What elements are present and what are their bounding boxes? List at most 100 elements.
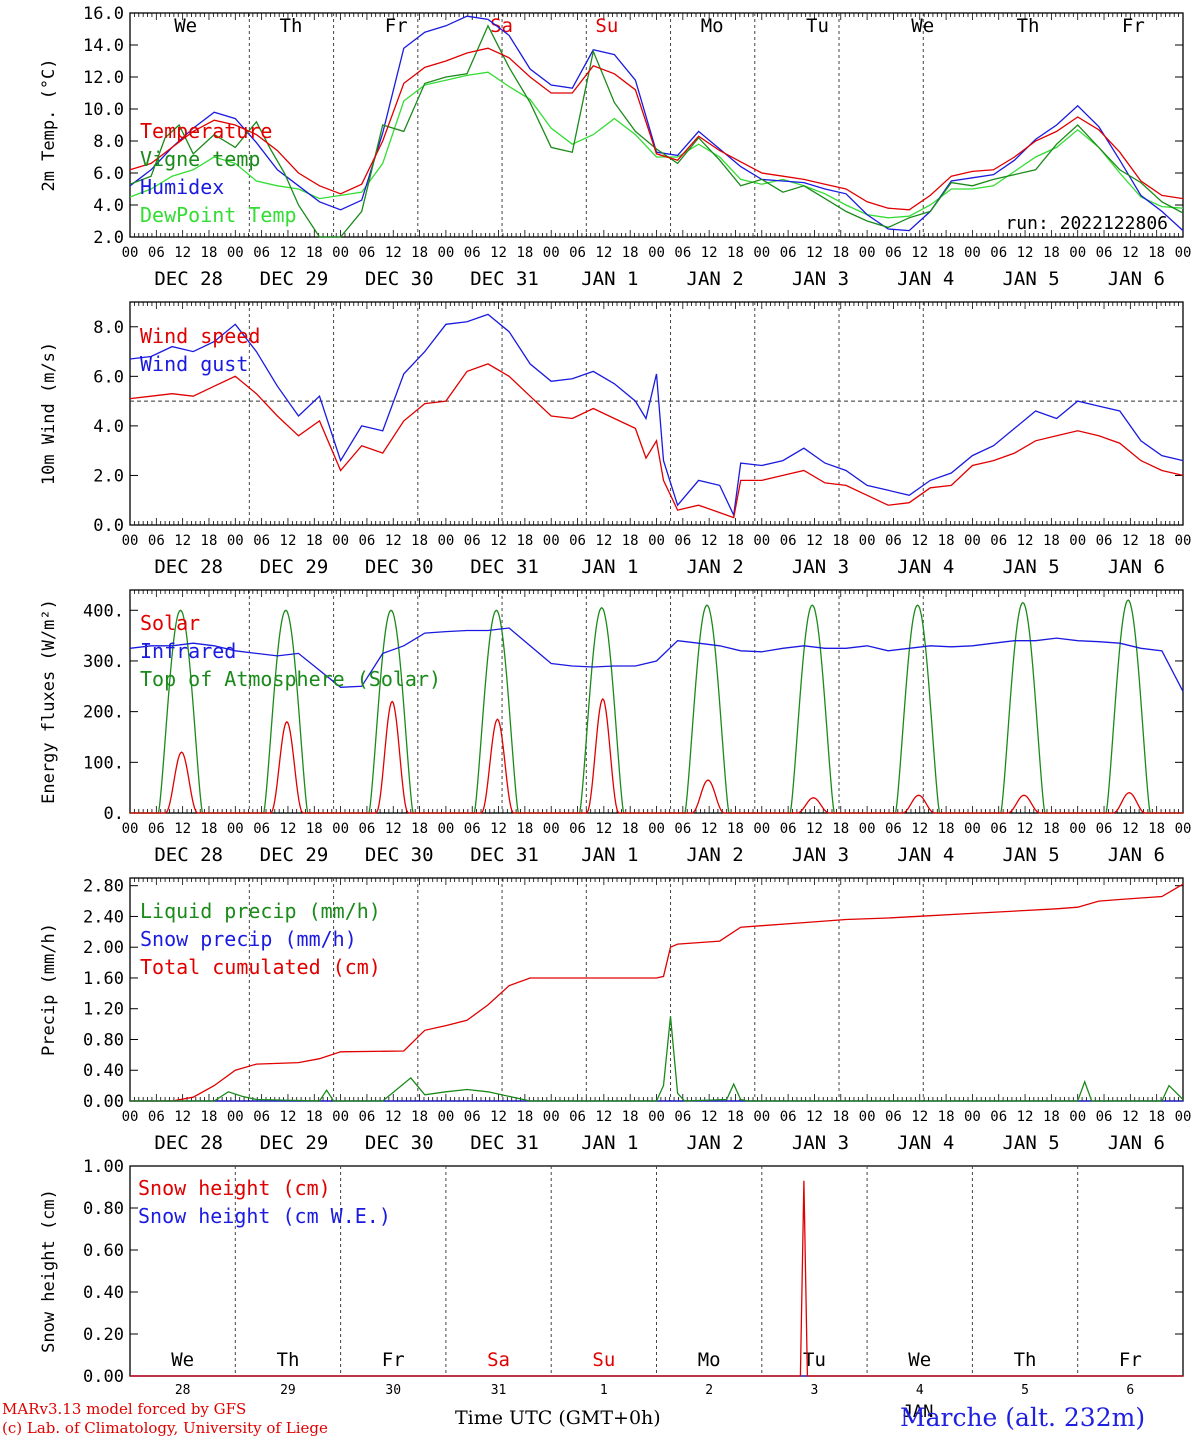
x-hour-label: 00 [122,1109,139,1125]
y-tick-label: 12.0 [83,68,124,88]
series-line-wind-speed [129,363,1184,519]
y-axis-label: 2m Temp. (°C) [39,58,59,191]
legend-entry: Top of Atmosphere (Solar) [140,667,441,691]
weekday-label: We [174,15,197,37]
x-hour-label: 18 [411,1109,428,1125]
weekday-label: Mo [701,15,724,37]
y-tick-label: 0.00 [83,1092,124,1112]
x-date-label: JAN 6 [1108,556,1165,578]
x-hour-label: 06 [464,821,481,837]
x-hour-label: 18 [411,533,428,549]
x-hour-label: 18 [306,821,323,837]
weekday-label: Su [595,15,618,37]
x-hour-label: 06 [569,821,586,837]
x-hour-label: 12 [280,821,297,837]
x-hour-label: 00 [332,1109,349,1125]
x-hour-label: 12 [490,533,507,549]
x-hour-label: 18 [411,245,428,261]
x-hour-label: 12 [806,821,823,837]
x-date-label: DEC 28 [154,268,223,290]
y-tick-label: 16.0 [83,4,124,24]
y-tick-label: 2.0 [93,228,124,248]
run-annotation: run: 2022122806 [1005,213,1168,234]
weekday-label: Th [1017,15,1040,37]
y-tick-label: 2.40 [83,907,124,927]
x-date-label: DEC 31 [470,1132,539,1154]
x-hour-label: 18 [832,821,849,837]
legend-entry: Liquid precip (mm/h) [140,899,381,923]
x-hour-label: 00 [648,245,665,261]
x-hour-label: 06 [464,245,481,261]
y-tick-label: 1.00 [83,1157,124,1177]
x-hour-label: 00 [543,533,560,549]
x-hour-label: 00 [753,821,770,837]
x-hour-label: 06 [1096,533,1113,549]
x-hour-label: 00 [437,245,454,261]
x-hour-label: 00 [1069,821,1086,837]
legend-entry: Vigne temp [140,147,260,171]
weekday-label: Sa [490,15,513,37]
x-hour-label: 06 [148,821,165,837]
x-hour-label: 06 [1096,1109,1113,1125]
weekday-label: We [171,1349,194,1371]
x-hour-label: 18 [516,533,533,549]
x-date-label: DEC 29 [260,1132,329,1154]
x-hour-label: 12 [1122,821,1139,837]
x-hour-label: 00 [648,533,665,549]
x-hour-label: 12 [806,1109,823,1125]
day-number-label: 5 [1021,1383,1029,1398]
x-hour-label: 18 [727,533,744,549]
x-hour-label: 06 [253,821,270,837]
x-hour-label: 00 [437,533,454,549]
x-hour-label: 12 [174,245,191,261]
weekday-label: Tu [803,1349,826,1371]
y-tick-label: 400. [83,601,124,621]
weekday-label: Th [1014,1349,1037,1371]
x-hour-label: 00 [227,1109,244,1125]
day-number-label: 30 [385,1383,401,1398]
weekday-label: We [908,1349,931,1371]
y-tick-label: 8.0 [93,318,124,338]
x-hour-label: 12 [280,245,297,261]
y-tick-label: 0.40 [83,1283,124,1303]
x-hour-label: 18 [201,1109,218,1125]
x-hour-label: 18 [411,821,428,837]
x-date-label: DEC 29 [260,556,329,578]
x-hour-label: 00 [1069,1109,1086,1125]
plot-frame [129,589,1184,814]
x-hour-label: 18 [622,245,639,261]
weekday-label: Sa [487,1349,510,1371]
x-hour-label: 00 [859,245,876,261]
day-number-label: 28 [175,1383,191,1398]
x-hour-label: 06 [780,821,797,837]
x-hour-label: 18 [516,821,533,837]
weekday-label: Su [592,1349,615,1371]
legend-entry: Snow precip (mm/h) [140,927,357,951]
x-date-label: JAN 2 [687,1132,744,1154]
x-hour-label: 12 [280,533,297,549]
x-date-label: JAN 1 [581,268,638,290]
x-hour-label: 12 [595,533,612,549]
y-tick-label: 0. [104,804,124,824]
x-hour-label: 12 [911,533,928,549]
x-hour-label: 06 [780,1109,797,1125]
x-date-label: JAN 1 [581,1132,638,1154]
x-hour-label: 12 [385,533,402,549]
series-line-wind-gust [129,313,1184,518]
weekday-label: We [911,15,934,37]
x-hour-label: 18 [938,821,955,837]
y-tick-label: 4.0 [93,417,124,437]
x-hour-label: 18 [622,1109,639,1125]
x-hour-label: 06 [1096,821,1113,837]
x-hour-label: 06 [253,533,270,549]
x-hour-label: 00 [1069,533,1086,549]
x-hour-label: 18 [201,821,218,837]
y-tick-label: 6.0 [93,164,124,184]
y-tick-label: 0.0 [93,516,124,536]
x-hour-label: 00 [648,821,665,837]
x-hour-label: 00 [122,821,139,837]
x-hour-label: 18 [306,533,323,549]
series-line-snow-height-cm- [130,1180,1183,1377]
x-hour-label: 12 [385,245,402,261]
x-date-label: JAN 3 [792,1132,849,1154]
